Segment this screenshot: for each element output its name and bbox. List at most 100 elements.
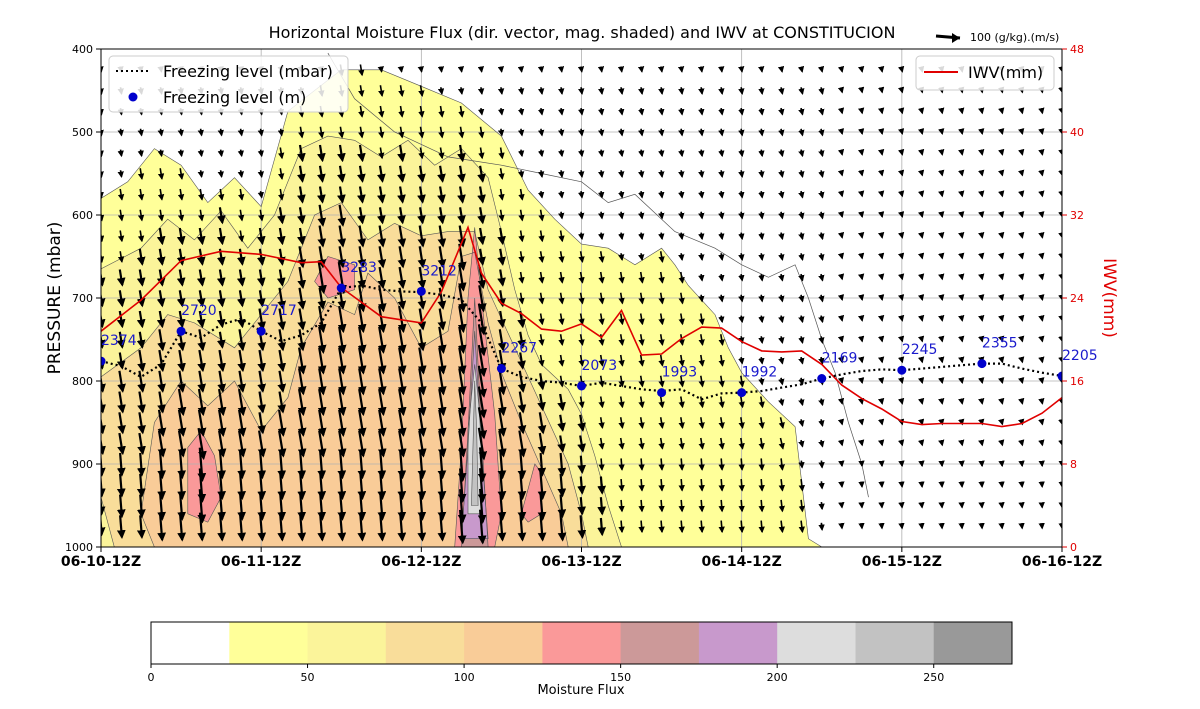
flux-vector	[718, 334, 725, 346]
flux-vector	[778, 294, 785, 303]
flux-vector	[477, 87, 485, 95]
flux-vector	[537, 66, 545, 73]
flux-vector	[498, 409, 507, 437]
flux-vector	[837, 128, 845, 136]
flux-vector	[417, 471, 427, 501]
flux-vector	[558, 87, 565, 95]
flux-vector	[1018, 460, 1025, 468]
flux-vector	[357, 450, 367, 480]
flux-vector	[738, 499, 745, 513]
flux-vector	[778, 253, 785, 261]
flux-vector	[297, 388, 307, 417]
flux-vector	[518, 251, 525, 263]
flux-vector	[101, 312, 106, 329]
flux-vector	[157, 471, 167, 501]
flux-vector	[136, 248, 146, 266]
freezing-level-label: 2355	[982, 336, 1018, 352]
flux-vector	[217, 491, 227, 521]
flux-vector	[477, 488, 487, 524]
flux-vector	[698, 190, 705, 199]
flux-vector	[798, 460, 805, 469]
flux-vector	[837, 294, 845, 302]
flux-vector	[217, 471, 227, 501]
flux-vector	[758, 294, 765, 303]
x-tick-label: 06-16-12Z	[1022, 554, 1102, 570]
flux-vector	[598, 211, 605, 220]
flux-vector	[557, 435, 566, 453]
flux-vector	[297, 186, 306, 204]
flux-vector	[277, 450, 287, 480]
flux-vector	[157, 370, 166, 393]
flux-vector	[101, 436, 106, 456]
flux-vector	[678, 479, 685, 492]
flux-vector	[837, 273, 845, 281]
flux-vector	[517, 512, 527, 542]
flux-vector	[257, 391, 267, 414]
flux-vector	[497, 248, 506, 266]
x-tick-label: 06-12-12Z	[381, 554, 461, 570]
flux-vector	[137, 128, 144, 137]
flux-vector	[101, 332, 106, 349]
flux-vector	[1038, 211, 1045, 219]
flux-vector	[758, 253, 765, 261]
flux-vector	[256, 227, 266, 246]
freezing-level-label: 2267	[501, 341, 537, 357]
flux-vector	[297, 308, 307, 331]
flux-vector	[917, 294, 925, 302]
flux-vector	[217, 388, 227, 417]
flux-vector	[798, 398, 805, 407]
flux-vector	[417, 186, 426, 204]
flux-vector	[317, 305, 327, 334]
flux-vector	[417, 308, 427, 331]
flux-vector	[537, 393, 546, 412]
flux-vector	[157, 168, 165, 180]
flux-vector	[417, 368, 427, 396]
flux-vector	[237, 329, 247, 352]
flux-vector	[437, 287, 447, 310]
flux-vector	[618, 313, 625, 326]
flux-vector	[537, 107, 545, 116]
flux-vector	[718, 190, 725, 199]
flux-vector	[897, 397, 905, 405]
flux-vector	[137, 209, 145, 222]
flux-vector	[417, 207, 426, 225]
flux-vector	[917, 148, 925, 156]
flux-vector	[377, 326, 387, 354]
flux-vector	[818, 190, 825, 199]
flux-vector	[658, 251, 665, 263]
flux-vector	[1038, 128, 1045, 136]
flux-vector	[657, 66, 665, 73]
flux-vector	[277, 430, 287, 458]
flux-vector	[938, 335, 945, 343]
flux-vector	[277, 370, 287, 393]
freezing-level-marker	[496, 364, 506, 374]
flux-vector	[278, 168, 285, 180]
flux-vector	[837, 335, 845, 343]
flux-vector	[157, 329, 166, 352]
flux-vector	[837, 169, 845, 177]
flux-vector	[237, 349, 247, 373]
flux-vector	[217, 149, 224, 158]
flux-vector	[397, 326, 407, 354]
flux-vector	[758, 479, 765, 492]
flux-vector	[1018, 481, 1025, 488]
flux-vector	[437, 66, 445, 73]
flux-vector	[557, 66, 565, 73]
flux-vector	[458, 126, 465, 139]
flux-vector	[517, 471, 527, 501]
flux-vector	[577, 435, 586, 453]
flux-vector	[618, 417, 625, 429]
flux-vector	[678, 520, 685, 534]
flux-vector	[558, 375, 565, 388]
flux-vector	[257, 450, 267, 480]
flux-vector	[197, 409, 207, 437]
flux-vector	[678, 149, 685, 158]
flux-vector	[618, 396, 625, 409]
flux-vector	[758, 396, 765, 409]
legend-blue-marker	[128, 92, 138, 102]
flux-vector	[437, 409, 447, 437]
flux-vector	[437, 87, 445, 95]
y2-tick-label: 48	[1070, 43, 1084, 56]
flux-vector	[738, 479, 745, 492]
flux-vector	[958, 252, 965, 260]
